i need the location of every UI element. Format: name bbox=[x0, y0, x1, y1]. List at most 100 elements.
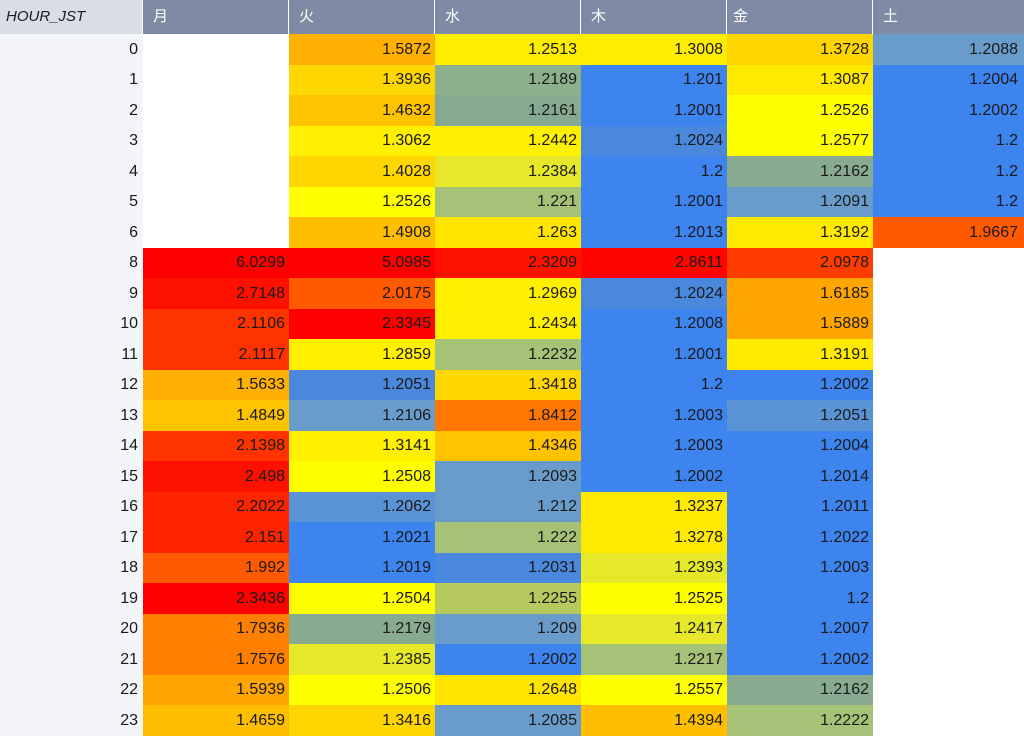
heatmap-cell[interactable]: 1.3278 bbox=[581, 522, 727, 553]
heatmap-cell[interactable]: 1.2 bbox=[873, 156, 1024, 187]
heatmap-cell[interactable]: 1.2003 bbox=[581, 431, 727, 461]
heatmap-cell[interactable] bbox=[873, 644, 1024, 675]
heatmap-cell[interactable]: 2.0978 bbox=[727, 248, 873, 278]
heatmap-cell[interactable]: 1.2093 bbox=[435, 461, 581, 492]
row-header-hour[interactable]: 17 bbox=[0, 522, 143, 553]
heatmap-cell[interactable]: 1.5889 bbox=[727, 309, 873, 339]
heatmap-cell[interactable]: 1.2179 bbox=[289, 614, 435, 644]
heatmap-cell[interactable] bbox=[873, 431, 1024, 461]
heatmap-cell[interactable]: 1.2859 bbox=[289, 339, 435, 370]
heatmap-cell[interactable]: 1.4632 bbox=[289, 95, 435, 126]
heatmap-cell[interactable]: 1.3728 bbox=[727, 34, 873, 65]
heatmap-cell[interactable]: 1.3087 bbox=[727, 65, 873, 95]
heatmap-cell[interactable]: 2.2022 bbox=[143, 492, 289, 522]
heatmap-cell[interactable]: 1.2442 bbox=[435, 126, 581, 156]
row-header-hour[interactable]: 19 bbox=[0, 583, 143, 614]
row-header-hour[interactable]: 18 bbox=[0, 553, 143, 583]
heatmap-cell[interactable]: 1.2 bbox=[581, 156, 727, 187]
heatmap-cell[interactable]: 1.221 bbox=[435, 187, 581, 217]
heatmap-cell[interactable]: 1.2106 bbox=[289, 400, 435, 431]
heatmap-cell[interactable]: 1.2 bbox=[873, 126, 1024, 156]
row-header-hour[interactable]: 21 bbox=[0, 644, 143, 675]
heatmap-cell[interactable]: 1.2085 bbox=[435, 705, 581, 736]
heatmap-cell[interactable]: 1.3936 bbox=[289, 65, 435, 95]
heatmap-cell[interactable]: 1.2577 bbox=[727, 126, 873, 156]
heatmap-cell[interactable]: 2.0175 bbox=[289, 278, 435, 309]
heatmap-cell[interactable] bbox=[873, 614, 1024, 644]
heatmap-cell[interactable]: 1.2013 bbox=[581, 217, 727, 248]
heatmap-cell[interactable]: 1.2003 bbox=[581, 400, 727, 431]
heatmap-cell[interactable] bbox=[143, 217, 289, 248]
index-header[interactable]: HOUR_JST bbox=[0, 0, 143, 34]
heatmap-cell[interactable]: 1.4908 bbox=[289, 217, 435, 248]
heatmap-cell[interactable] bbox=[873, 553, 1024, 583]
heatmap-cell[interactable]: 1.6185 bbox=[727, 278, 873, 309]
row-header-hour[interactable]: 23 bbox=[0, 705, 143, 736]
heatmap-cell[interactable] bbox=[143, 187, 289, 217]
heatmap-cell[interactable]: 1.2648 bbox=[435, 675, 581, 705]
heatmap-cell[interactable]: 1.2504 bbox=[289, 583, 435, 614]
row-header-hour[interactable]: 6 bbox=[0, 217, 143, 248]
heatmap-cell[interactable]: 2.3345 bbox=[289, 309, 435, 339]
heatmap-cell[interactable]: 1.2557 bbox=[581, 675, 727, 705]
heatmap-cell[interactable]: 2.8611 bbox=[581, 248, 727, 278]
row-header-hour[interactable]: 0 bbox=[0, 34, 143, 65]
heatmap-cell[interactable]: 1.2008 bbox=[581, 309, 727, 339]
heatmap-cell[interactable]: 1.2417 bbox=[581, 614, 727, 644]
heatmap-cell[interactable]: 1.2004 bbox=[873, 65, 1024, 95]
heatmap-cell[interactable]: 1.2031 bbox=[435, 553, 581, 583]
heatmap-cell[interactable]: 1.263 bbox=[435, 217, 581, 248]
heatmap-cell[interactable]: 2.151 bbox=[143, 522, 289, 553]
heatmap-cell[interactable]: 1.5633 bbox=[143, 370, 289, 400]
heatmap-cell[interactable]: 2.1106 bbox=[143, 309, 289, 339]
column-header-tue[interactable]: 火 bbox=[289, 0, 435, 34]
row-header-hour[interactable]: 15 bbox=[0, 461, 143, 492]
heatmap-cell[interactable]: 1.2019 bbox=[289, 553, 435, 583]
row-header-hour[interactable]: 10 bbox=[0, 309, 143, 339]
heatmap-cell[interactable]: 1.2393 bbox=[581, 553, 727, 583]
heatmap-cell[interactable] bbox=[873, 370, 1024, 400]
heatmap-cell[interactable]: 1.2002 bbox=[727, 644, 873, 675]
heatmap-cell[interactable]: 1.2002 bbox=[581, 461, 727, 492]
row-header-hour[interactable]: 11 bbox=[0, 339, 143, 370]
heatmap-cell[interactable]: 1.2 bbox=[727, 583, 873, 614]
heatmap-cell[interactable]: 1.2002 bbox=[873, 95, 1024, 126]
heatmap-cell[interactable]: 1.3237 bbox=[581, 492, 727, 522]
heatmap-cell[interactable]: 1.5939 bbox=[143, 675, 289, 705]
heatmap-cell[interactable]: 1.2525 bbox=[581, 583, 727, 614]
heatmap-cell[interactable]: 1.2508 bbox=[289, 461, 435, 492]
heatmap-cell[interactable]: 1.222 bbox=[435, 522, 581, 553]
heatmap-cell[interactable] bbox=[873, 522, 1024, 553]
heatmap-cell[interactable] bbox=[143, 126, 289, 156]
heatmap-cell[interactable]: 1.2088 bbox=[873, 34, 1024, 65]
heatmap-cell[interactable]: 1.2232 bbox=[435, 339, 581, 370]
row-header-hour[interactable]: 14 bbox=[0, 431, 143, 461]
heatmap-cell[interactable]: 1.2004 bbox=[727, 431, 873, 461]
heatmap-cell[interactable]: 1.2091 bbox=[727, 187, 873, 217]
heatmap-cell[interactable]: 1.4394 bbox=[581, 705, 727, 736]
row-header-hour[interactable]: 20 bbox=[0, 614, 143, 644]
heatmap-cell[interactable]: 1.2384 bbox=[435, 156, 581, 187]
row-header-hour[interactable]: 5 bbox=[0, 187, 143, 217]
heatmap-cell[interactable]: 1.2434 bbox=[435, 309, 581, 339]
heatmap-cell[interactable]: 1.2385 bbox=[289, 644, 435, 675]
heatmap-cell[interactable]: 1.2162 bbox=[727, 675, 873, 705]
row-header-hour[interactable]: 16 bbox=[0, 492, 143, 522]
heatmap-cell[interactable]: 1.2011 bbox=[727, 492, 873, 522]
heatmap-cell[interactable]: 1.3416 bbox=[289, 705, 435, 736]
heatmap-cell[interactable]: 1.8412 bbox=[435, 400, 581, 431]
heatmap-cell[interactable]: 1.2526 bbox=[727, 95, 873, 126]
heatmap-cell[interactable]: 1.3418 bbox=[435, 370, 581, 400]
heatmap-cell[interactable]: 1.2526 bbox=[289, 187, 435, 217]
row-header-hour[interactable]: 8 bbox=[0, 248, 143, 278]
row-header-hour[interactable]: 22 bbox=[0, 675, 143, 705]
heatmap-cell[interactable]: 1.2021 bbox=[289, 522, 435, 553]
heatmap-cell[interactable] bbox=[873, 248, 1024, 278]
heatmap-cell[interactable] bbox=[873, 339, 1024, 370]
heatmap-cell[interactable]: 6.0299 bbox=[143, 248, 289, 278]
heatmap-cell[interactable]: 2.3209 bbox=[435, 248, 581, 278]
heatmap-cell[interactable]: 1.9667 bbox=[873, 217, 1024, 248]
heatmap-cell[interactable]: 1.2024 bbox=[581, 278, 727, 309]
heatmap-cell[interactable]: 1.2513 bbox=[435, 34, 581, 65]
heatmap-cell[interactable]: 1.2255 bbox=[435, 583, 581, 614]
